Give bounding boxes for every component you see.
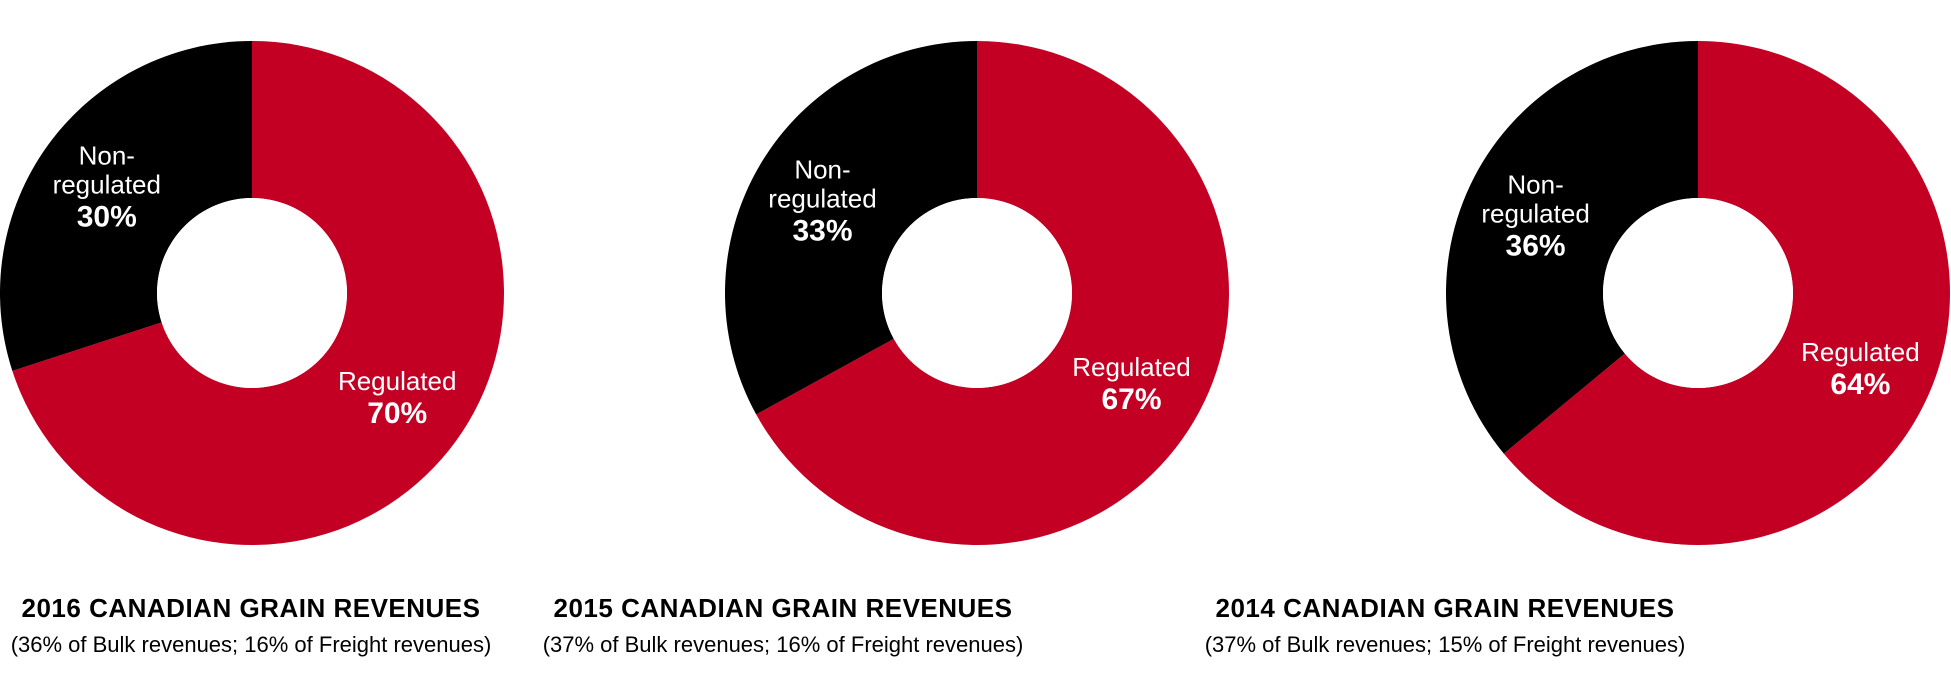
slice-regulated-2015 [756, 41, 1229, 545]
slice-label-non-regulated-2016-line2: regulated [53, 169, 161, 199]
slice-value-regulated-2014: 64% [1830, 368, 1890, 401]
slice-non-regulated-2014 [1446, 41, 1698, 454]
slice-label-regulated-2016-line1: Regulated [338, 366, 457, 396]
donut-hole-2014 [1603, 198, 1793, 388]
chart-title-2015: 2015 CANADIAN GRAIN REVENUES [553, 593, 1013, 623]
slice-label-non-regulated-2015-line1: Non- [794, 155, 850, 185]
slice-label-regulated-2015-line1: Regulated [1072, 352, 1191, 382]
slice-regulated-2016 [12, 41, 504, 546]
slice-value-non-regulated-2015: 33% [792, 215, 852, 248]
chart-title-2016: 2016 CANADIAN GRAIN REVENUES [21, 593, 481, 623]
chart-subtitle-2016: (36% of Bulk revenues; 16% of Freight re… [10, 632, 492, 657]
chart-subtitle-2015: (37% of Bulk revenues; 16% of Freight re… [542, 632, 1024, 657]
slice-label-non-regulated-2014-line1: Non- [1507, 170, 1563, 200]
slice-regulated-2014 [1503, 41, 1951, 545]
slice-label-non-regulated-2016-line1: Non- [79, 140, 135, 170]
chart-title-2014: 2014 CANADIAN GRAIN REVENUES [1215, 593, 1675, 623]
caption-2016: 2016 CANADIAN GRAIN REVENUES (36% of Bul… [0, 593, 551, 658]
slice-label-non-regulated-2015-line2: regulated [768, 184, 876, 214]
slice-non-regulated-2016 [0, 41, 252, 371]
slice-label-non-regulated-2014-line2: regulated [1481, 199, 1589, 229]
slice-value-non-regulated-2014: 36% [1506, 230, 1566, 263]
caption-2014: 2014 CANADIAN GRAIN REVENUES (37% of Bul… [1145, 593, 1745, 658]
donut-hole-2015 [882, 198, 1072, 388]
caption-2015: 2015 CANADIAN GRAIN REVENUES (37% of Bul… [483, 593, 1083, 658]
donut-hole-2016 [157, 198, 347, 388]
chart-subtitle-2014: (37% of Bulk revenues; 15% of Freight re… [1204, 632, 1686, 657]
slice-label-regulated-2014-line1: Regulated [1801, 337, 1920, 367]
slice-value-non-regulated-2016: 30% [77, 200, 137, 233]
slice-value-regulated-2016: 70% [367, 397, 427, 430]
donut-charts-canvas: Regulated70%Non-regulated30%Regulated67%… [0, 41, 1951, 546]
slice-value-regulated-2015: 67% [1101, 383, 1161, 416]
slice-non-regulated-2015 [724, 41, 977, 415]
